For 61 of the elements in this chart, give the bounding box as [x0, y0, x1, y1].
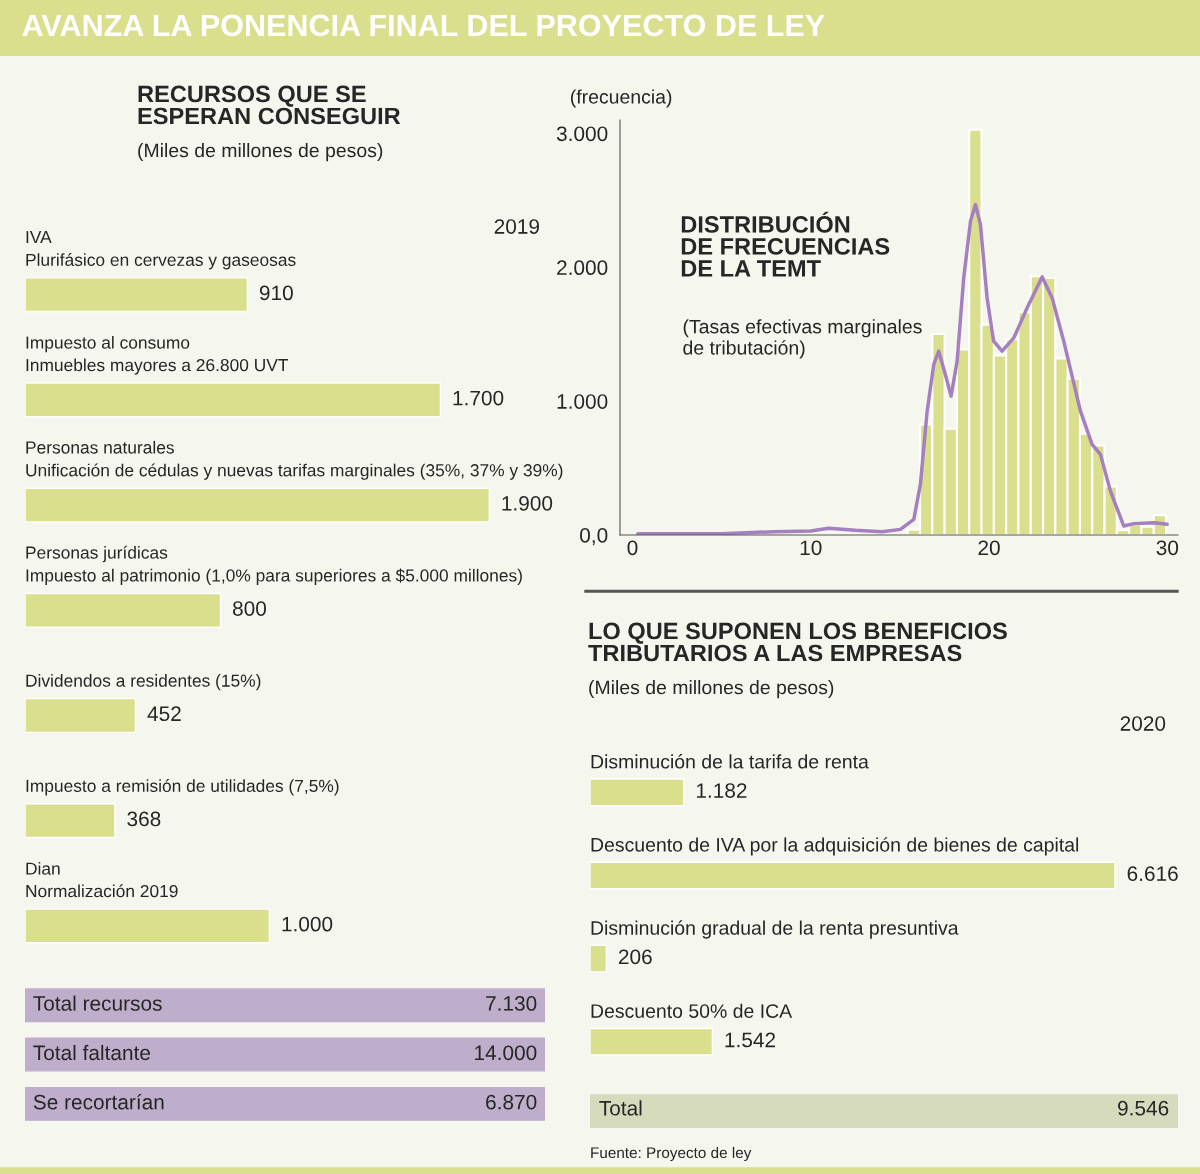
y-tick-label: 0,0: [580, 528, 608, 546]
text: 9.546: [1118, 1100, 1169, 1116]
y-tick-label: Dividendos a residentes (15%): [26, 674, 261, 691]
bar: [25, 487, 490, 523]
data-label: 1.000: [282, 916, 333, 932]
chart-subtitle: (Miles de millones de pesos): [138, 143, 383, 162]
category-label: Total recursos: [33, 995, 162, 1011]
bar: [25, 592, 222, 628]
data-label: 452: [147, 706, 181, 722]
x-tick-label: 30: [1156, 540, 1179, 556]
y-tick-label: Impuesto a remisión de utilidades (7,5%): [26, 779, 339, 796]
text: (Tasas efectivas marginales de tributación): [683, 319, 922, 359]
text: 2020: [1120, 716, 1166, 731]
y-tick-label: 1.000: [557, 394, 608, 409]
text: DISTRIBUCIÓN DE FRECUENCIAS DE LA TEMT: [681, 211, 890, 277]
y-tick-label: Descuento de IVA por la adquisición de bienes de capital: [591, 837, 1079, 856]
y-tick-label: IVA Plurifásico en cervezas y gaseosas: [26, 231, 296, 270]
category-label: Total: [599, 1100, 642, 1116]
text: 14.000: [475, 1045, 537, 1061]
y-axis-title: (frecuencia): [570, 89, 672, 108]
source-note: Fuente: Proyecto de ley: [591, 1146, 752, 1162]
y-tick-label: Disminución gradual de la renta presuntiva: [591, 920, 959, 939]
y-tick-label: Disminución de la tarifa de renta: [591, 754, 869, 769]
data-label: 1.542: [725, 1032, 776, 1048]
data-label: 910: [259, 285, 293, 301]
category-label: Se recortarían: [33, 1093, 164, 1110]
bar: [590, 778, 685, 807]
x-tick-label: 0: [627, 540, 638, 556]
bar: [590, 1027, 714, 1056]
data-label: 800: [232, 601, 267, 616]
bar: [25, 908, 271, 944]
chart-title: LO QUE SUPONEN LOS BENEFICIOS TRIBUTARIOS A LAS EMPRESAS: [588, 622, 1007, 662]
chart-subtitle: (Miles de millones de pesos): [589, 680, 834, 699]
text: 6.870: [486, 1094, 537, 1110]
bar: [25, 803, 116, 839]
text: AVANZA LA PONENCIA FINAL DEL PROYECTO DE LEY: [22, 14, 825, 37]
data-label: 6.616: [1127, 866, 1178, 882]
bar: [590, 944, 608, 973]
y-tick-label: 2.000: [557, 260, 608, 276]
data-label: 368: [127, 811, 161, 827]
line-series: [636, 202, 1169, 535]
y-tick-label: Personas naturales Unificación de cédulas y nuevas tarifas marginales (35%, 37% y 39%): [26, 440, 563, 480]
text: 7.130: [486, 996, 537, 1011]
text: 2019: [494, 219, 540, 234]
y-tick-label: Impuesto al consumo Inmuebles mayores a 26.800 UVT: [26, 335, 289, 375]
bar: [25, 697, 137, 734]
category-label: Total faltante: [33, 1044, 150, 1061]
bar: [25, 382, 442, 418]
y-tick-label: Personas jurídicas Impuesto al patrimonio (1,0% para superiores a $5.000 millones): [26, 545, 522, 586]
bar: [25, 277, 249, 313]
data-label: 1.900: [502, 495, 553, 511]
data-label: 1.700: [453, 390, 504, 406]
y-tick-label: 3.000: [556, 126, 608, 142]
y-tick-label: Descuento 50% de ICA: [591, 1003, 793, 1018]
x-tick-label: 20: [978, 540, 1000, 556]
bar: [590, 861, 1116, 890]
chart-title: RECURSOS QUE SE ESPERAN CONSEGUIR: [138, 85, 401, 125]
y-tick-label: Dian Normalización 2019: [26, 862, 178, 898]
x-tick-label: 10: [800, 540, 822, 556]
data-label: 1.182: [696, 783, 747, 798]
data-label: 206: [618, 949, 652, 965]
